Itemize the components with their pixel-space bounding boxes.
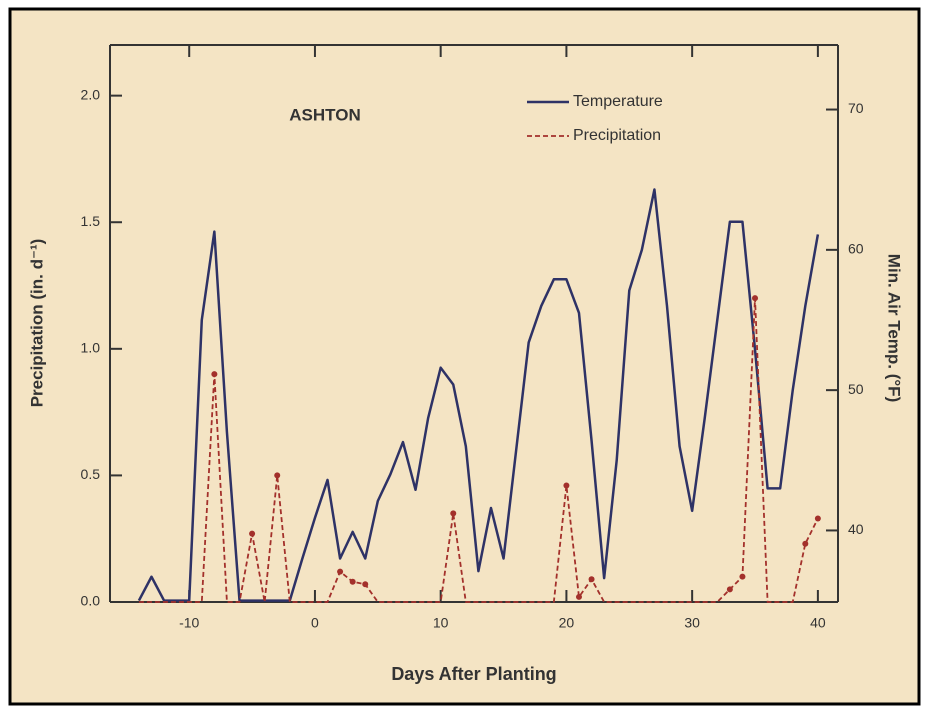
y2-tick-label: 50 bbox=[848, 381, 864, 397]
data-point bbox=[362, 581, 369, 588]
x-tick-label: 40 bbox=[810, 615, 826, 631]
y-tick-label: 0.0 bbox=[81, 593, 101, 609]
data-point bbox=[450, 510, 457, 517]
y-tick-label: 0.5 bbox=[81, 466, 101, 482]
data-point bbox=[739, 573, 746, 580]
data-point bbox=[752, 295, 759, 302]
legend-label: Precipitation bbox=[573, 127, 661, 144]
data-point bbox=[274, 472, 281, 479]
frame bbox=[8, 7, 921, 706]
legend-label: Temperature bbox=[573, 93, 663, 110]
y-tick-label: 2.0 bbox=[81, 86, 101, 102]
data-point bbox=[249, 530, 256, 537]
y-axis-label: Precipitation (in. d⁻¹) bbox=[27, 239, 46, 408]
x-tick-label: 30 bbox=[684, 615, 700, 631]
y2-tick-label: 60 bbox=[848, 241, 864, 257]
data-point bbox=[349, 578, 356, 585]
y-tick-label: 1.0 bbox=[81, 340, 101, 356]
x-tick-label: 0 bbox=[311, 615, 319, 631]
data-point bbox=[211, 371, 218, 378]
data-point bbox=[814, 515, 821, 522]
y2-tick-label: 70 bbox=[848, 100, 864, 116]
series-line bbox=[137, 188, 820, 602]
x-tick-label: 20 bbox=[559, 615, 575, 631]
y2-axis-label: Min. Air Temp. (°F) bbox=[885, 254, 904, 402]
y2-tick-label: 40 bbox=[848, 521, 864, 537]
x-tick-label: -10 bbox=[179, 615, 199, 631]
annotation: ASHTON bbox=[289, 105, 360, 124]
data-point bbox=[588, 576, 595, 583]
x-tick-label: 10 bbox=[433, 615, 449, 631]
data-point bbox=[563, 482, 570, 489]
data-point bbox=[337, 568, 344, 575]
x-axis-label: Days After Planting bbox=[391, 664, 556, 684]
data-point bbox=[726, 586, 733, 593]
y-tick-label: 1.5 bbox=[81, 213, 101, 229]
data-point bbox=[575, 593, 582, 600]
data-point bbox=[802, 540, 809, 547]
